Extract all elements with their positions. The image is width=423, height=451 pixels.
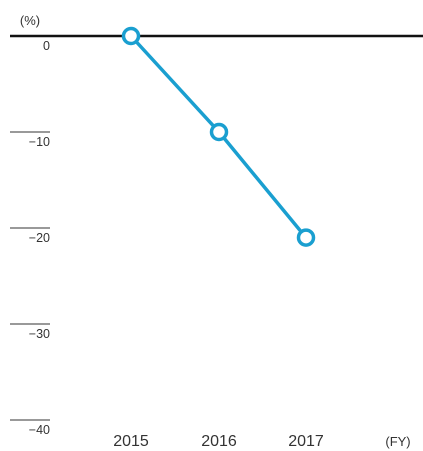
x-axis: 2015 2016 2017 — [113, 433, 324, 450]
y-tick-label: 0 — [43, 39, 50, 53]
y-tick-label: −20 — [29, 231, 50, 245]
x-unit-label: (FY) — [385, 434, 410, 449]
data-point-2016 — [209, 122, 229, 142]
data-point-2017 — [296, 228, 316, 247]
x-tick-label: 2016 — [201, 433, 237, 450]
data-point-2015 — [121, 26, 141, 46]
x-tick-label: 2017 — [288, 433, 324, 450]
x-tick-label: 2015 — [113, 433, 149, 450]
y-tick-label: −10 — [29, 135, 50, 149]
y-tick-label: −30 — [29, 327, 50, 341]
y-unit-label: (%) — [20, 13, 40, 28]
y-tick-label: −40 — [29, 423, 50, 437]
y-axis: 0 −10 −20 −30 −40 — [10, 39, 50, 437]
data-points — [121, 26, 316, 247]
